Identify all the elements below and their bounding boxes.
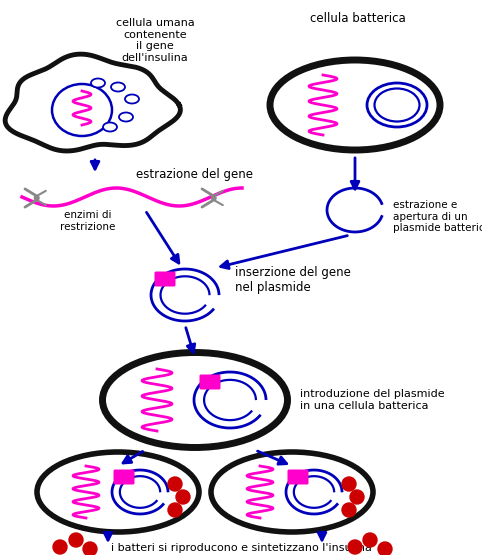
Text: cellula umana
contenente
il gene
dell'insulina: cellula umana contenente il gene dell'in… (116, 18, 194, 63)
Circle shape (168, 477, 182, 491)
Circle shape (342, 477, 356, 491)
FancyBboxPatch shape (113, 470, 134, 485)
Ellipse shape (111, 83, 125, 92)
Circle shape (83, 542, 97, 555)
Circle shape (363, 533, 377, 547)
Text: cellula batterica: cellula batterica (310, 12, 406, 25)
Text: introduzione del plasmide
in una cellula batterica: introduzione del plasmide in una cellula… (300, 389, 444, 411)
Ellipse shape (103, 352, 287, 447)
Text: inserzione del gene
nel plasmide: inserzione del gene nel plasmide (235, 266, 351, 294)
Ellipse shape (91, 78, 105, 88)
FancyBboxPatch shape (200, 375, 220, 390)
Ellipse shape (270, 60, 440, 150)
Circle shape (69, 533, 83, 547)
Circle shape (348, 540, 362, 554)
Circle shape (53, 540, 67, 554)
Ellipse shape (37, 452, 199, 532)
Circle shape (212, 196, 216, 200)
Circle shape (176, 490, 190, 504)
Circle shape (350, 490, 364, 504)
Text: estrazione del gene: estrazione del gene (136, 168, 254, 181)
Text: estrazione e
apertura di un
plasmide batterico: estrazione e apertura di un plasmide bat… (393, 200, 482, 233)
FancyBboxPatch shape (155, 271, 175, 286)
Circle shape (168, 503, 182, 517)
Ellipse shape (119, 113, 133, 122)
Circle shape (34, 196, 39, 200)
Circle shape (378, 542, 392, 555)
Ellipse shape (125, 94, 139, 103)
Text: i batteri si riproducono e sintetizzano l'insulina: i batteri si riproducono e sintetizzano … (110, 543, 372, 553)
Text: enzimi di
restrizione: enzimi di restrizione (60, 210, 116, 231)
Ellipse shape (52, 84, 112, 136)
Polygon shape (5, 54, 180, 151)
Ellipse shape (211, 452, 373, 532)
FancyBboxPatch shape (287, 470, 308, 485)
Ellipse shape (103, 123, 117, 132)
Circle shape (342, 503, 356, 517)
